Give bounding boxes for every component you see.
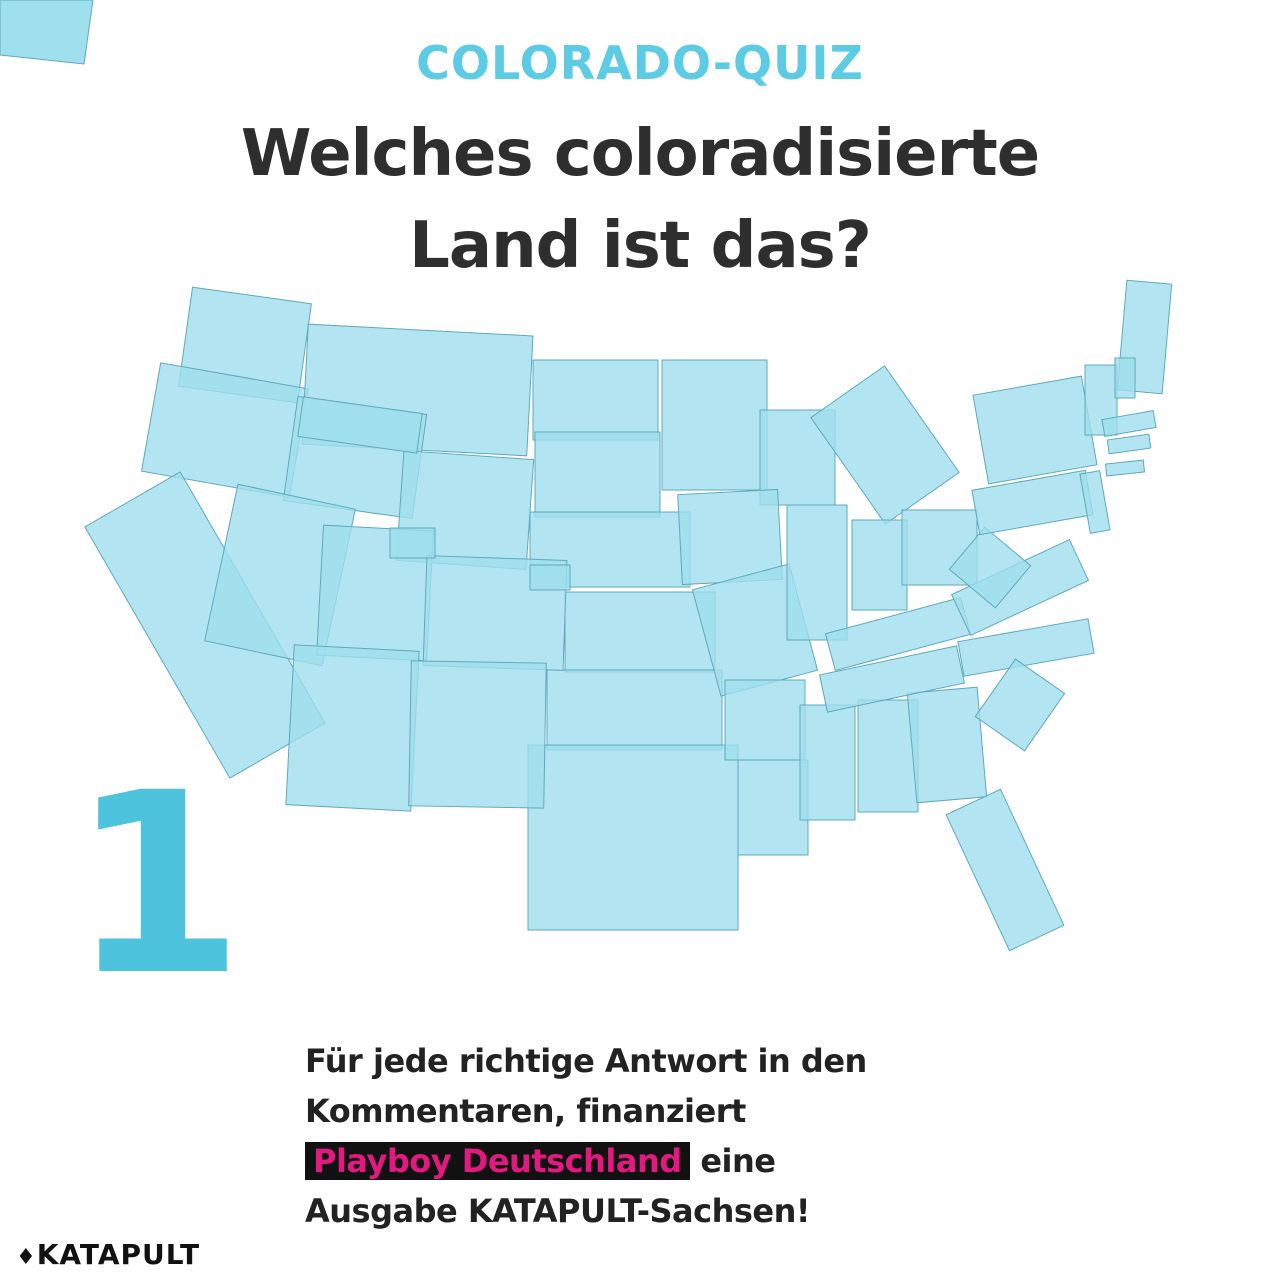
state-shape — [948, 526, 1032, 609]
state-shape — [724, 679, 806, 761]
title: Welches coloradisierte Land ist das? — [0, 108, 1280, 292]
state-fragment — [0, 0, 94, 65]
state-shape — [661, 359, 768, 491]
state-shape — [527, 744, 739, 931]
highlight: Playboy Deutschland — [305, 1142, 690, 1180]
body-line: Ausgabe KATAPULT-Sachsen! — [305, 1192, 810, 1230]
state-shape — [546, 669, 723, 751]
state-shape — [532, 359, 659, 441]
state-shape — [1114, 357, 1136, 399]
state-shape — [564, 591, 716, 673]
state-shape — [389, 527, 436, 559]
state-shape — [1106, 433, 1152, 455]
brand-logo: ♦KATAPULT — [16, 1238, 200, 1271]
title-line: Welches coloradisierte — [240, 117, 1040, 191]
state-shape — [906, 686, 988, 804]
body-text-part: eine — [700, 1142, 776, 1180]
state-shape — [810, 365, 960, 525]
body-line: Für jede richtige Antwort in den — [305, 1042, 867, 1080]
state-shape — [534, 431, 661, 518]
state-shape — [945, 788, 1065, 952]
state-shape — [285, 644, 420, 812]
state-shape — [408, 660, 547, 809]
quiz-number: 1 — [70, 739, 244, 1030]
state-shape — [1079, 470, 1111, 534]
body-line: Kommentaren, finanziert — [305, 1092, 746, 1130]
kicker: COLORADO-QUIZ — [416, 36, 864, 90]
state-shape — [957, 618, 1095, 677]
title-line: Land ist das? — [409, 209, 872, 283]
state-shape — [1104, 459, 1146, 477]
brand-name: KATAPULT — [36, 1238, 201, 1271]
state-shape — [799, 704, 856, 821]
body-text: Für jede richtige Antwort in den Komment… — [305, 1036, 867, 1236]
state-shape — [818, 645, 966, 713]
state-shape — [851, 519, 908, 611]
state-shape — [974, 658, 1066, 752]
state-shape — [1101, 410, 1157, 437]
logo-icon: ♦ — [16, 1245, 37, 1270]
state-shape — [529, 564, 571, 591]
state-shape — [297, 396, 423, 454]
state-shape — [972, 375, 1098, 485]
state-shape — [737, 759, 809, 856]
state-shape — [786, 504, 848, 641]
body-line: Playboy Deutschland eine — [305, 1136, 867, 1186]
